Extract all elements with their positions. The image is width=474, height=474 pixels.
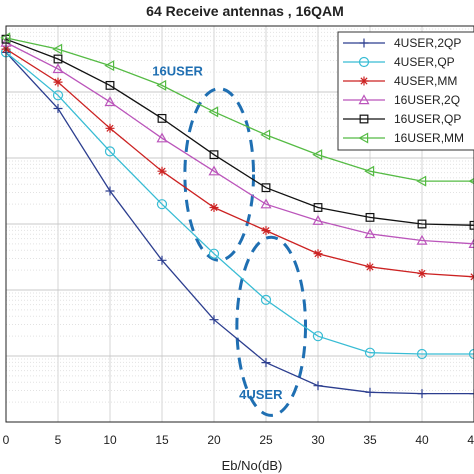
legend-marker (359, 38, 369, 48)
data-point (157, 255, 167, 265)
data-point (417, 219, 427, 229)
x-axis-label: Eb/No(dB) (222, 458, 283, 473)
legend-marker (358, 56, 370, 68)
data-point (469, 389, 474, 399)
data-point (417, 389, 427, 399)
data-point (364, 165, 375, 177)
x-tick-label: 35 (363, 433, 377, 447)
data-point (468, 238, 474, 248)
legend-item: 4USER,QP (343, 55, 455, 69)
data-point (105, 80, 115, 90)
data-point (468, 348, 474, 360)
data-point (53, 104, 63, 113)
data-point (312, 149, 323, 161)
data-point (52, 43, 63, 55)
legend-box (337, 31, 474, 151)
data-point (53, 54, 63, 64)
data-point (208, 248, 220, 259)
data-point (208, 165, 220, 176)
series-line (5, 51, 474, 355)
plot-frame (5, 25, 474, 423)
data-point (104, 96, 116, 107)
highlight-ellipse (183, 87, 256, 262)
legend-label: 16USER,2Q (394, 93, 460, 107)
series-4 (0, 36, 474, 248)
x-tick-label: 5 (55, 433, 62, 447)
data-point (260, 294, 272, 305)
legend-marker (359, 76, 369, 86)
legend: 4USER,2QP 4USER,QP 4USER,MM 16USER,2Q 16USER… (337, 31, 474, 151)
x-tick-label: 20 (207, 433, 221, 447)
legend-item: 16USER,QP (343, 112, 461, 126)
legend-item: 16USER,MM (343, 131, 464, 145)
data-point (469, 272, 474, 282)
legend-label: 4USER,QP (394, 55, 455, 69)
data-point (157, 113, 167, 123)
data-point (209, 150, 219, 160)
legend-label: 4USER,2QP (394, 36, 461, 50)
x-tick-labels: 0 5 10 15 20 25 30 35 40 45 (3, 433, 474, 447)
data-point (52, 90, 64, 101)
x-tick-label: 10 (103, 433, 117, 447)
data-point (364, 347, 376, 358)
data-point (365, 212, 375, 222)
data-point (312, 214, 324, 225)
group-annotation: 16USER (152, 64, 203, 79)
data-point (208, 106, 219, 118)
legend-label: 16USER,MM (394, 131, 464, 145)
data-point (313, 203, 323, 212)
data-point (260, 198, 272, 209)
legend-label: 4USER,MM (394, 74, 457, 88)
data-point (365, 387, 375, 397)
data-point (104, 146, 116, 157)
legend-marker (358, 132, 369, 144)
x-tick-label: 25 (259, 433, 273, 447)
data-point (313, 381, 323, 391)
data-point (416, 348, 428, 360)
legend-label: 16USER,QP (394, 112, 461, 126)
series-line (5, 38, 474, 226)
data-point (260, 129, 271, 141)
data-point (104, 60, 115, 72)
data-point (209, 203, 219, 212)
data-point (261, 226, 271, 236)
data-point (53, 77, 63, 87)
data-point (156, 199, 168, 210)
x-tick-label: 30 (311, 433, 325, 447)
data-point (365, 262, 375, 272)
x-tick-label: 15 (155, 433, 169, 447)
data-point (416, 175, 427, 187)
data-point (417, 269, 427, 278)
series-line (5, 37, 474, 182)
data-point (313, 249, 323, 259)
series-line (5, 41, 474, 245)
data-point (209, 315, 219, 325)
legend-item: 4USER,MM (343, 74, 457, 88)
legend-item: 4USER,2QP (343, 36, 461, 50)
x-tick-label: 45 (467, 433, 474, 447)
group-annotation: 4USER (239, 387, 283, 402)
series-line (5, 48, 474, 278)
data-point (261, 183, 271, 193)
x-tick-label: 0 (3, 433, 10, 447)
data-point (156, 132, 168, 143)
data-point (261, 358, 271, 368)
series-line (5, 51, 474, 395)
chart-title: 64 Receive antennas , 16QAM (146, 3, 344, 19)
data-point (364, 228, 376, 239)
legend-item: 16USER,2Q (343, 93, 460, 107)
data-point (157, 166, 167, 176)
annotations: 16USER 4USER (152, 64, 308, 417)
data-point (156, 79, 167, 91)
legend-marker (358, 94, 370, 105)
legend-marker (359, 114, 369, 124)
data-point (312, 331, 324, 342)
x-tick-label: 40 (415, 433, 429, 447)
data-point (416, 234, 428, 245)
data-point (105, 186, 115, 196)
highlight-ellipse (235, 235, 308, 417)
data-point (52, 63, 64, 74)
data-point (105, 123, 115, 133)
